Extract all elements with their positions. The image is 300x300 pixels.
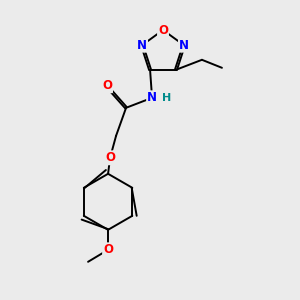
Text: N: N	[137, 39, 147, 52]
Text: O: O	[158, 23, 168, 37]
Text: O: O	[105, 151, 115, 164]
Text: N: N	[179, 39, 189, 52]
Text: O: O	[102, 79, 112, 92]
Text: H: H	[162, 93, 171, 103]
Text: N: N	[147, 91, 157, 104]
Text: O: O	[103, 243, 113, 256]
